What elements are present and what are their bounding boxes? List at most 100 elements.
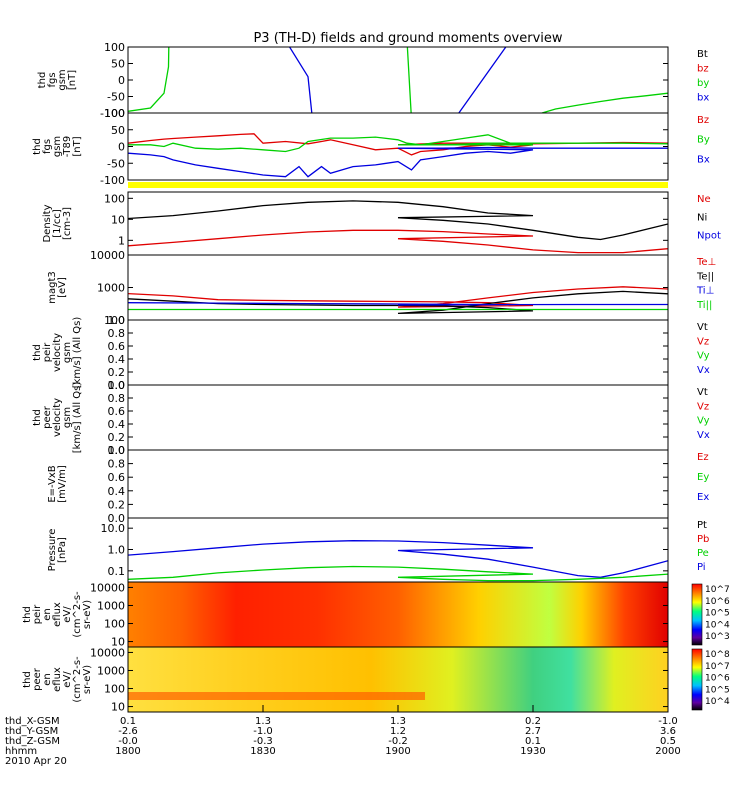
y-axis-label: peer xyxy=(32,667,43,691)
y-tick-label: 10000 xyxy=(90,249,125,262)
panel-2: 100 50 0 -50 -100 thd fgs gsm -T89 [nT] Bz By Bx xyxy=(32,107,710,187)
y-tick-label: 100 xyxy=(104,107,125,120)
y-tick-label: 10 xyxy=(111,636,125,649)
y-tick-label: 1000 xyxy=(97,664,125,677)
y-tick-label: 0.8 xyxy=(108,327,126,340)
panel-9: 10^7 10^6 10^510^4 10^3 10000 1000 100 10 thd pei… xyxy=(22,581,730,648)
legend-entry: bz xyxy=(697,64,709,75)
x-row-label: thd_Y-GSM xyxy=(5,726,58,737)
y-tick-label: 50 xyxy=(111,124,125,137)
y-tick-label: 100 xyxy=(104,618,125,631)
y-axis-label: (cm^2-s- xyxy=(72,591,83,638)
legend-entry: Npot xyxy=(697,231,721,242)
y-axis-label: eflux xyxy=(52,667,63,692)
y-tick-label: 0.0 xyxy=(108,444,126,457)
legend-entry: Vy xyxy=(697,351,710,362)
y-tick-label: 0.1 xyxy=(108,565,126,578)
legend-entry: Pb xyxy=(697,534,709,545)
panel-4: 10000 1000 100 magt3 [eV] Te⊥ Te|| Ti⊥ Ti|| xyxy=(47,249,716,327)
colorbar-label: 10^8 xyxy=(705,650,730,660)
y-axis-label: gsm xyxy=(57,69,68,90)
x-tick-label: -1.0 xyxy=(658,716,678,727)
y-axis-label: peir xyxy=(42,342,53,362)
y-tick-label: 1.0 xyxy=(108,444,126,457)
legend-entry: Ez xyxy=(697,452,709,463)
colorbar-label: 10^4 xyxy=(705,620,730,630)
series-line-Pi xyxy=(128,532,668,578)
y-axis-label: thd xyxy=(32,409,43,426)
x-tick-label: 0.1 xyxy=(525,736,541,747)
y-tick-label: -100 xyxy=(100,107,125,120)
y-axis-label: [nPa] xyxy=(57,537,68,563)
y-axis-label: (cm^2-s- xyxy=(72,656,83,703)
x-tick-label: 0.5 xyxy=(660,736,676,747)
colorbar-10 xyxy=(691,648,703,711)
series-line-Bx xyxy=(128,146,668,178)
y-axis-label: Density xyxy=(42,204,53,242)
colorbar-label: 10^6 xyxy=(705,674,730,684)
spectrogram-9 xyxy=(128,582,668,647)
y-axis-label: thd xyxy=(37,72,48,89)
legend-entry: Bx xyxy=(697,154,710,165)
y-axis-label: [km/s] (All Qs) xyxy=(72,317,83,389)
legend-entry: Ni xyxy=(697,212,707,223)
colorbar-label: 10^7 xyxy=(705,662,730,672)
spectrogram-band xyxy=(128,692,425,700)
y-axis-label: [km/s] (All Qs) xyxy=(72,382,83,454)
x-tick-label: 3.6 xyxy=(660,726,676,737)
y-axis-label: velocity xyxy=(52,333,63,372)
y-tick-label: 10.0 xyxy=(101,522,126,535)
y-tick-label: 1.0 xyxy=(108,544,126,557)
colorbar-label: 10^3 xyxy=(705,632,730,642)
y-axis-label: -T89 xyxy=(62,136,73,158)
x-tick-label: -0.2 xyxy=(388,736,408,747)
y-tick-label: 1000 xyxy=(97,282,125,295)
y-axis-label: [nT] xyxy=(67,70,78,90)
y-tick-label: 1.0 xyxy=(108,379,126,392)
y-tick-label: 0.4 xyxy=(108,353,126,366)
y-axis-label: Pressure xyxy=(47,529,58,572)
y-axis-label: en xyxy=(42,608,53,621)
y-tick-label: 100 xyxy=(104,683,125,696)
legend-entry: Pi xyxy=(697,562,706,573)
y-tick-label: 0.8 xyxy=(108,458,126,471)
x-tick-label: 1900 xyxy=(385,746,410,757)
y-axis-label: eflux xyxy=(52,602,63,627)
spectrogram-10 xyxy=(128,647,668,712)
y-axis-label: peir xyxy=(32,604,43,624)
y-axis-label: velocity xyxy=(52,398,63,437)
y-axis-label: thd xyxy=(22,671,33,688)
panel-frame xyxy=(127,449,669,519)
x-row-label: thd_Z-GSM xyxy=(5,736,60,747)
legend-entry: Ti|| xyxy=(696,300,712,311)
legend-entry: Bt xyxy=(697,49,708,60)
y-tick-label: -50 xyxy=(107,157,125,170)
panel-10: 10^8 10^7 10^610^5 10^4 10000 1000 100 10 thd pee… xyxy=(22,646,730,713)
y-axis-label: fgs xyxy=(42,139,53,154)
series-line-Ti⊥ xyxy=(128,302,668,306)
y-tick-label: 0.6 xyxy=(108,340,126,353)
x-tick-label: -0.0 xyxy=(118,736,138,747)
y-axis-label: [1/cc] xyxy=(52,209,63,238)
y-tick-label: 10000 xyxy=(90,646,125,659)
panel-frame xyxy=(127,319,669,386)
x-tick-label: 1830 xyxy=(250,746,275,757)
legend-entry: Vy xyxy=(697,416,710,427)
y-tick-label: 1.0 xyxy=(108,314,126,327)
legend-entry: Ti⊥ xyxy=(696,286,714,297)
series-line-by xyxy=(128,47,412,113)
legend-entry: By xyxy=(697,135,710,146)
y-tick-label: 100 xyxy=(104,192,125,205)
y-tick-label: 1000 xyxy=(97,599,125,612)
panel-frame xyxy=(127,112,669,181)
colorbar-label: 10^5 xyxy=(705,685,730,695)
y-tick-label: 50 xyxy=(111,58,125,71)
series-line-Ni xyxy=(128,194,668,241)
x-tick-label: 1930 xyxy=(520,746,545,757)
legend-entry: Bz xyxy=(697,115,709,126)
y-tick-label: 0.2 xyxy=(108,366,126,379)
panel-3: 100 10 1 Density [1/cc] [cm-3] Ne Ni Npot xyxy=(42,191,721,256)
y-axis-label: [eV] xyxy=(57,277,68,298)
